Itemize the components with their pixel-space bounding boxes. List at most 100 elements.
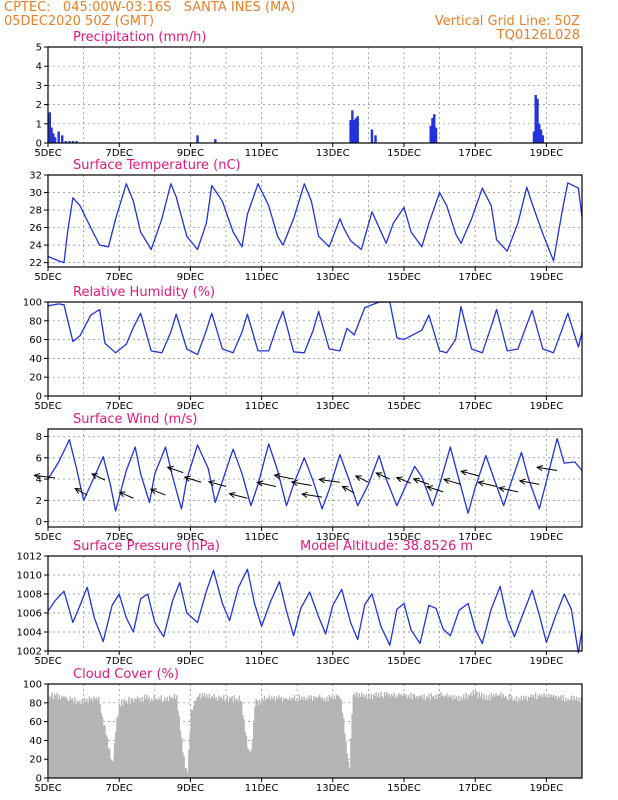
precip-bar [434,127,438,143]
cloud-bar [223,695,225,778]
wind-arrow [274,474,294,480]
cloud-bar [211,696,213,778]
wind-arrow-head [149,488,157,495]
cloud-bar [503,697,506,778]
cloud-bar [161,702,164,778]
cloud-bar [200,698,202,778]
cloud-bar [359,696,362,778]
temp-title: Surface Temperature (nC) [73,158,241,173]
cloud-bar [527,696,530,778]
cloud-bar [578,697,580,778]
cloud-bar [320,698,322,778]
cloud-bar [572,700,574,778]
cloud-bar [135,699,137,778]
rh-xtick-label: 15DEC [387,401,421,412]
precip-bar [539,129,543,143]
cloud-bar [569,699,572,778]
cloud-bar [507,700,509,778]
wind-arrow [34,474,56,479]
cloud-bar [97,700,99,778]
cloud-bar [314,698,316,778]
cloud-bar [128,696,130,778]
cloud-bar [233,695,236,778]
cloud-ytick-label: 20 [29,755,42,766]
cloud-bar [310,695,312,778]
wind-xtick-label: 13DEC [316,532,350,543]
cloud-bar [481,692,483,778]
cloud-bar [385,695,387,778]
cloud-bar [229,696,231,778]
cloud-bar [169,695,171,778]
rh-xtick-label: 7DEC [106,401,133,412]
wind-arrow-head [166,466,174,472]
cloud-bar [458,695,460,778]
cloud-bar [225,701,227,778]
cloud-bar [57,699,59,778]
header-grid-note: Vertical Grid Line: 50Z [434,14,580,29]
cloud-bar [79,700,81,778]
cloud-bar [346,753,348,778]
precip-bar [370,129,374,143]
precip-bar [536,98,539,143]
cloud-bar [80,703,82,778]
temp-frame [47,174,583,268]
cloud-bar [460,696,462,778]
cloud-bar [580,697,582,778]
cloud-bar [428,693,430,778]
wind-arrow-head [460,469,468,476]
cloud-bar [289,697,291,778]
cloud-bar [154,698,156,778]
cloud-bar [111,760,113,778]
cloud-bar [505,695,507,778]
cloud-bar [121,699,123,778]
rh-ytick-label: 40 [29,354,42,365]
cloud-bar [263,695,266,778]
cloud-bar [541,694,543,778]
cloud-bar [89,699,92,778]
precip-bar [61,135,64,143]
cloud-bar [137,698,140,778]
precip-bar [433,114,436,143]
cloud-bar [235,700,237,778]
cloud-bar [53,693,56,778]
cloud-bar [214,698,216,778]
rh-ytick-label: 0 [36,392,42,403]
wind-xtick-label: 19DEC [530,532,564,543]
rh-xtick-label: 17DEC [458,401,492,412]
cloud-bar [70,699,72,778]
cloud-bar [285,697,287,778]
cloud-bar [94,699,96,778]
pres-xtick-label: 5DEC [34,656,61,667]
cloud-bar [401,696,404,778]
cloud-bar [65,696,68,778]
cloud-bar [561,700,563,778]
wind-arrow-head [477,480,485,487]
cloud-bar [526,700,528,778]
cloud-bar [182,752,184,778]
cloud-bar [394,698,396,778]
cloud-bar [457,700,459,778]
cloud-bar [377,692,380,778]
cloud-bar [530,694,532,778]
pres-line [47,568,583,654]
cloud-bar [466,698,468,778]
cloud-bar [416,695,418,778]
cloud-bar [113,743,116,778]
header-date: 05DEC2020 50Z (GMT) [4,14,155,29]
pres-ytick-label: 1004 [17,628,42,639]
cloud-bar [141,697,143,778]
cloud-bar [119,706,122,778]
cloud-bar [142,701,144,778]
cloud-bar [268,695,270,778]
cloud-bar [573,695,575,778]
cloud-bar [106,737,108,778]
wind-xtick-label: 11DEC [245,532,279,543]
cloud-bar [398,692,400,778]
cloud-bar [387,695,389,778]
cloud-bar [133,702,135,778]
cloud-bar [568,700,570,778]
cloud-bar [181,737,183,778]
cloud-bar [140,701,142,778]
cloud-bar [49,696,51,778]
cloud-bar [487,699,489,778]
